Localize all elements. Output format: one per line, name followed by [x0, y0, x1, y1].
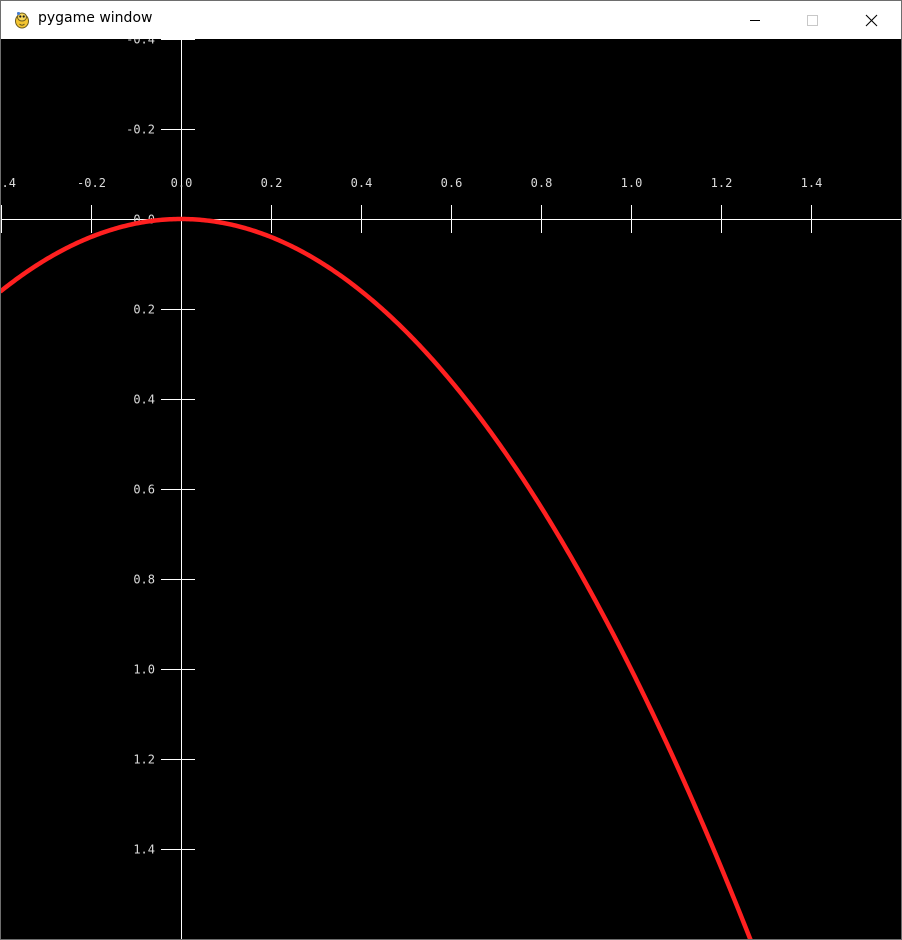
x-tick-label-8: 1.2	[711, 176, 733, 190]
x-tick-label-4: 0.4	[351, 176, 373, 190]
y-tick-label-8: 1.2	[133, 753, 155, 767]
pygame-snake-icon	[13, 11, 31, 29]
x-tick-label-7: 1.0	[621, 176, 643, 190]
close-icon	[865, 14, 878, 27]
x-tick-label-2: 0.0	[171, 176, 193, 190]
x-tick-label-5: 0.6	[441, 176, 463, 190]
x-tick-label-9: 1.4	[801, 176, 823, 190]
title-bar[interactable]: pygame window	[1, 1, 901, 39]
function-plot: -0.4 -0.2 0.0 0.2 0.4 0.6 0.8 1.0 1.2 1.4 -0.4 -0.2…	[1, 39, 901, 939]
curve-series-0	[1, 216, 753, 939]
y-tick-label-6: 0.8	[133, 573, 155, 587]
x-tick-label-3: 0.2	[261, 176, 283, 190]
plot-canvas[interactable]: -0.4 -0.2 0.0 0.2 0.4 0.6 0.8 1.0 1.2 1.4 -0.4 -0.2…	[1, 39, 901, 939]
x-tick-label-6: 0.8	[531, 176, 553, 190]
maximize-button[interactable]	[784, 1, 842, 39]
y-tick-label-3: 0.2	[133, 303, 155, 317]
minimize-icon	[750, 20, 760, 21]
y-tick-label-9: 1.4	[133, 843, 155, 857]
x-tick-label-0: -0.4	[1, 176, 16, 190]
y-tick-label-5: 0.6	[133, 483, 155, 497]
maximize-icon	[807, 15, 818, 26]
y-tick-label-1: -0.2	[126, 123, 155, 137]
minimize-button[interactable]	[726, 1, 784, 39]
y-tick-label-0: -0.4	[126, 39, 155, 47]
window-title: pygame window	[38, 10, 153, 26]
x-tick-label-1: -0.2	[77, 176, 106, 190]
y-tick-label-7: 1.0	[133, 663, 155, 677]
close-button[interactable]	[842, 1, 900, 39]
y-tick-label-4: 0.4	[133, 393, 155, 407]
